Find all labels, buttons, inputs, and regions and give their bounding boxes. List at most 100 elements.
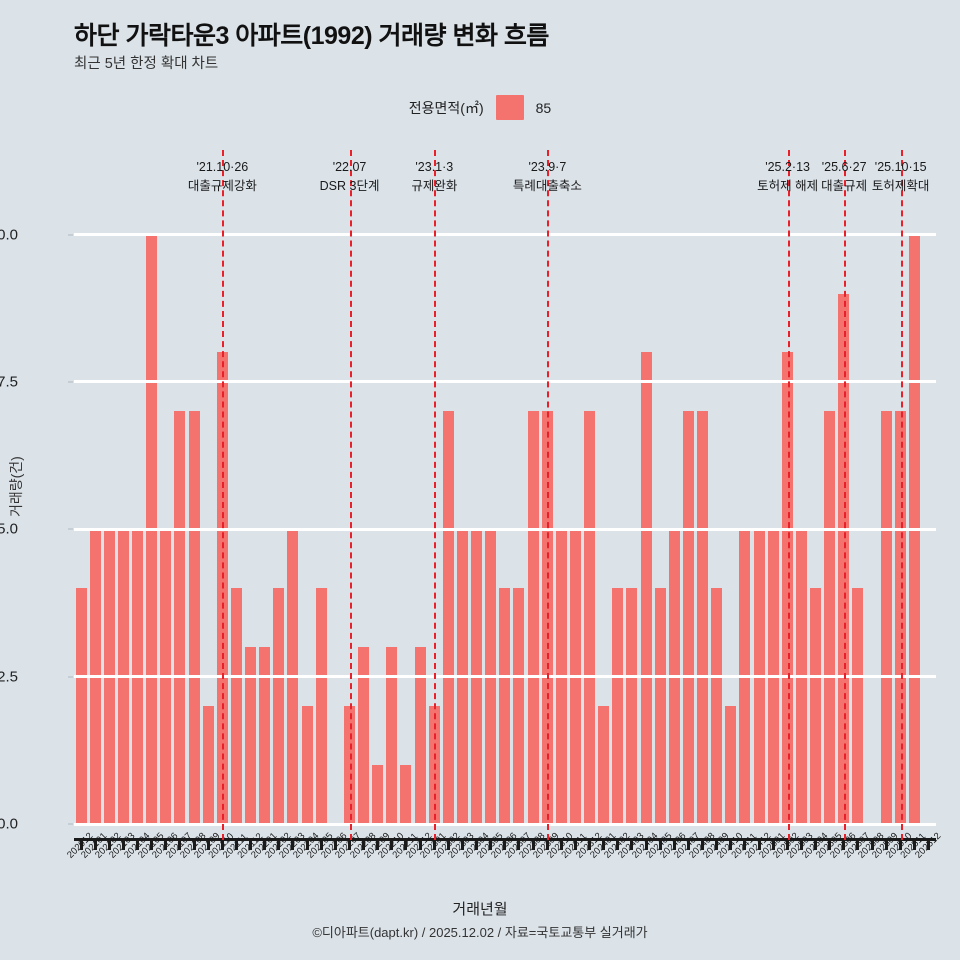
y-tick-label-2.5: 2.5 (0, 668, 18, 686)
bar-202405[interactable] (654, 588, 666, 824)
x-tick-mark (922, 841, 936, 851)
x-tick-mark-glyph (347, 841, 351, 850)
y-axis-title: 거래량(건) (8, 456, 24, 517)
bar-cell (837, 211, 851, 824)
x-tick-mark (554, 841, 568, 851)
bar-cell (583, 211, 597, 824)
x-tick-mark-glyph (686, 841, 690, 850)
bar-cell (173, 211, 187, 824)
bar-202210[interactable] (386, 647, 398, 824)
x-tick-mark (837, 841, 851, 851)
bar-202307[interactable] (513, 588, 525, 824)
bar-cell (625, 211, 639, 824)
bar-202502[interactable] (781, 352, 793, 824)
x-tick-mark-glyph (446, 841, 450, 850)
x-tick-mark (102, 841, 116, 851)
bar-202208[interactable] (358, 647, 370, 824)
x-tick-mark (145, 841, 159, 851)
bar-202108[interactable] (188, 411, 200, 824)
bar-202408[interactable] (697, 411, 709, 824)
bar-cell (328, 211, 342, 824)
x-tick-mark (286, 841, 300, 851)
y-tick-mark (68, 675, 73, 678)
bar-cell (102, 211, 116, 824)
bar-202401[interactable] (598, 706, 610, 824)
bar-cell (653, 211, 667, 824)
bar-202211[interactable] (400, 765, 412, 824)
bar-202409[interactable] (711, 588, 723, 824)
plot-area (74, 211, 936, 826)
x-tick-mark (159, 841, 173, 851)
x-tick-mark (484, 841, 498, 851)
bar-202306[interactable] (499, 588, 511, 824)
x-tick-mark-glyph (263, 841, 267, 850)
bar-cell (229, 211, 243, 824)
annotation-line-202506 (844, 150, 847, 840)
x-tick-label-cell: 202512 (913, 831, 943, 897)
x-tick-mark-glyph (305, 841, 309, 850)
x-tick-mark (187, 841, 201, 851)
bar-202202[interactable] (273, 588, 285, 824)
bar-202012[interactable] (75, 588, 87, 824)
bar-cell (159, 211, 173, 824)
x-tick-mark (568, 841, 582, 851)
annotation-line-202510 (900, 150, 903, 840)
x-tick-mark-glyph (616, 841, 620, 850)
y-tick-label-10.0: 10.0 (0, 226, 18, 244)
bar-202205[interactable] (315, 588, 327, 824)
y-tick-label-7.5: 7.5 (0, 373, 18, 391)
x-tick-mark-glyph (418, 841, 422, 850)
bar-cell (342, 211, 356, 824)
x-tick-mark-glyph (150, 841, 154, 850)
x-tick-mark-glyph (390, 841, 394, 850)
x-tick-mark-glyph (842, 841, 846, 850)
bar-202403[interactable] (626, 588, 638, 824)
bar-cell (385, 211, 399, 824)
x-tick-mark-glyph (644, 841, 648, 850)
bar-202204[interactable] (301, 706, 313, 824)
x-tick-mark-glyph (602, 841, 606, 850)
bar-202301[interactable] (428, 706, 440, 824)
bar-cell (413, 211, 427, 824)
bar-202504[interactable] (810, 588, 822, 824)
bar-cell (258, 211, 272, 824)
bar-202107[interactable] (174, 411, 186, 824)
bar-202506[interactable] (838, 293, 850, 824)
bar-cell (145, 211, 159, 824)
x-tick-mark (413, 841, 427, 851)
bar-202209[interactable] (372, 765, 384, 824)
bar-202402[interactable] (612, 588, 624, 824)
bar-202404[interactable] (640, 352, 652, 824)
bar-202111[interactable] (230, 588, 242, 824)
legend-swatch-85 (495, 95, 524, 120)
bar-202308[interactable] (527, 411, 539, 824)
bar-202410[interactable] (725, 706, 737, 824)
bar-202109[interactable] (202, 706, 214, 824)
bar-cell (427, 211, 441, 824)
bar-202312[interactable] (584, 411, 596, 824)
bar-202505[interactable] (824, 411, 836, 824)
x-tick-mark (427, 841, 441, 851)
x-tick-mark-glyph (489, 841, 493, 850)
bar-cell (74, 211, 88, 824)
bar-cell (907, 211, 921, 824)
legend-label-85: 85 (535, 99, 552, 116)
bar-202507[interactable] (852, 588, 864, 824)
bar-202201[interactable] (259, 647, 271, 824)
bar-202112[interactable] (245, 647, 257, 824)
bar-202110[interactable] (216, 352, 228, 824)
x-tick-mark-glyph (771, 841, 775, 850)
x-tick-mark (738, 841, 752, 851)
bar-202207[interactable] (343, 706, 355, 824)
x-tick-mark (710, 841, 724, 851)
bar-cell (484, 211, 498, 824)
x-tick-mark-glyph (757, 841, 761, 850)
bar-202309[interactable] (541, 411, 553, 824)
bar-202212[interactable] (414, 647, 426, 824)
gridline-10.0 (74, 233, 936, 237)
bar-202510[interactable] (894, 411, 906, 824)
bar-202407[interactable] (682, 411, 694, 824)
x-tick-mark (625, 841, 639, 851)
bar-202509[interactable] (880, 411, 892, 824)
bar-202302[interactable] (442, 411, 454, 824)
